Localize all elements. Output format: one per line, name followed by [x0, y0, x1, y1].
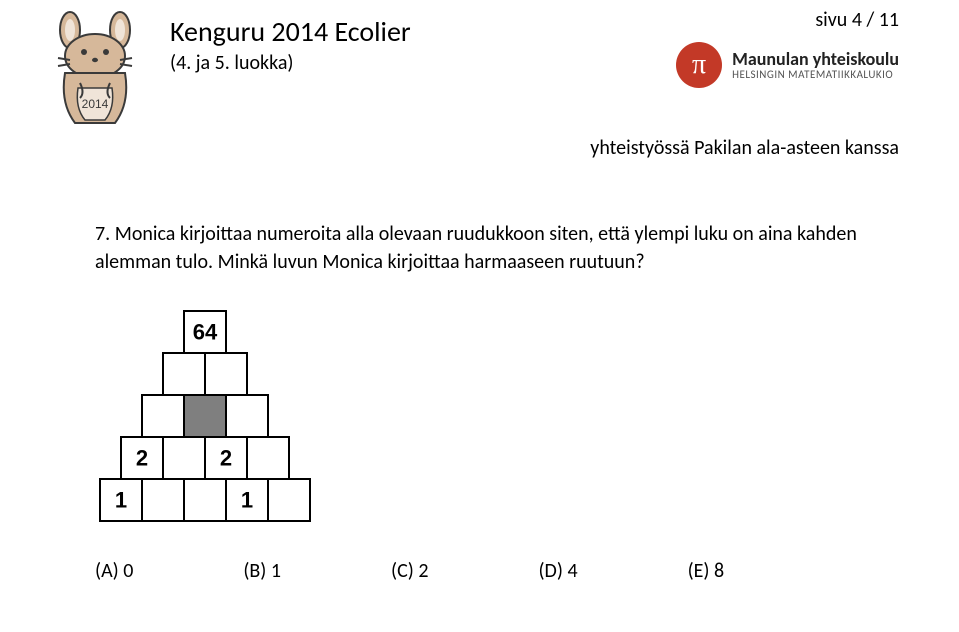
- kangaroo-year-label: 2014: [82, 97, 109, 111]
- pyramid-cell-value: 2: [136, 446, 148, 471]
- pyramid-cell: [205, 353, 247, 395]
- pyramid-cell-value: 64: [193, 320, 218, 345]
- answer-option: (E) 8: [688, 559, 725, 583]
- pyramid-figure: 642211: [95, 306, 959, 531]
- school-name: Maunulan yhteiskoulu: [732, 50, 899, 69]
- pyramid-cell: [247, 437, 289, 479]
- answer-option: (A) 0: [95, 559, 133, 583]
- pyramid-cell-value: 1: [241, 488, 253, 513]
- doc-title: Kenguru 2014 Ecolier: [170, 14, 411, 49]
- question-text: Monica kirjoittaa numeroita alla olevaan…: [95, 222, 857, 274]
- pyramid-cell: [226, 395, 268, 437]
- pyramid-cell-value: 2: [220, 446, 232, 471]
- question-block: 7. Monica kirjoittaa numeroita alla olev…: [95, 220, 899, 276]
- question-number: 7.: [95, 222, 110, 246]
- pyramid-cell: [184, 479, 226, 521]
- pyramid-cell: [142, 395, 184, 437]
- answer-row: (A) 0 (B) 1 (C) 2 (D) 4 (E) 8: [95, 559, 899, 583]
- pi-icon: π: [676, 42, 722, 88]
- answer-option: (C) 2: [391, 559, 428, 583]
- cooperation-line: yhteistyössä Pakilan ala-asteen kanssa: [0, 136, 959, 160]
- page-number: sivu 4 / 11: [676, 8, 899, 32]
- school-name-block: Maunulan yhteiskoulu HELSINGIN MATEMATII…: [732, 50, 899, 80]
- pyramid-cell: [142, 479, 184, 521]
- school-subline: HELSINGIN MATEMATIIKKALUKIO: [732, 69, 899, 81]
- school-logo: π Maunulan yhteiskoulu HELSINGIN MATEMAT…: [676, 42, 899, 88]
- pyramid-cell: [163, 353, 205, 395]
- kangaroo-mascot: 2014: [40, 8, 150, 128]
- answer-option: (D) 4: [538, 559, 577, 583]
- pyramid-cell: [163, 437, 205, 479]
- pyramid-cell: [268, 479, 310, 521]
- pyramid-cell: [184, 395, 226, 437]
- doc-subtitle: (4. ja 5. luokka): [170, 51, 411, 75]
- answer-option: (B) 1: [243, 559, 281, 583]
- pyramid-cell-value: 1: [115, 488, 127, 513]
